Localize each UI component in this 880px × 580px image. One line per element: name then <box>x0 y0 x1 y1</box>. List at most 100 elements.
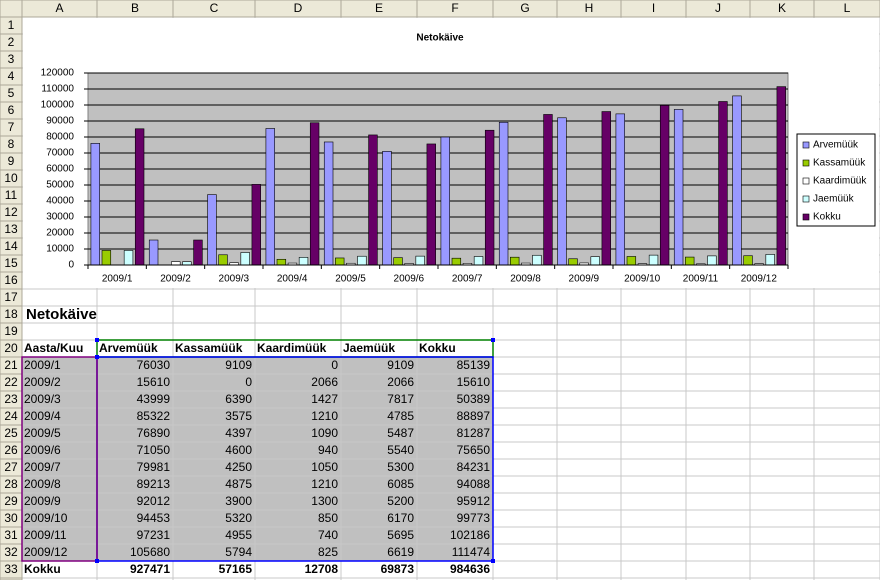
row-header[interactable]: 6 <box>8 103 15 117</box>
header-cell[interactable]: Kassamüük <box>175 341 243 355</box>
number-cell[interactable]: 95912 <box>457 494 491 508</box>
number-cell[interactable]: 105680 <box>130 545 170 559</box>
column-header[interactable]: C <box>210 1 219 15</box>
number-cell[interactable]: 1050 <box>311 460 338 474</box>
number-cell[interactable]: 5794 <box>225 545 252 559</box>
label-cell[interactable]: 2009/1 <box>24 358 61 372</box>
row-header[interactable]: 28 <box>4 477 18 491</box>
number-cell[interactable]: 5540 <box>387 443 414 457</box>
header-cell[interactable]: Jaemüük <box>343 341 395 355</box>
column-header[interactable]: K <box>778 1 786 15</box>
label-cell[interactable]: Kokku <box>24 562 61 576</box>
row-header[interactable]: 29 <box>4 494 18 508</box>
row-header[interactable]: 9 <box>8 154 15 168</box>
column-header[interactable]: B <box>131 1 139 15</box>
row-header[interactable]: 24 <box>4 409 18 423</box>
number-cell[interactable]: 12708 <box>305 562 339 576</box>
row-header[interactable]: 21 <box>4 358 18 372</box>
number-cell[interactable]: 89213 <box>137 477 171 491</box>
number-cell[interactable]: 85139 <box>457 358 491 372</box>
number-cell[interactable]: 0 <box>245 375 252 389</box>
header-cell[interactable]: Aasta/Kuu <box>24 341 83 355</box>
number-cell[interactable]: 6170 <box>387 511 414 525</box>
row-header[interactable]: 15 <box>4 256 18 270</box>
label-cell[interactable]: 2009/2 <box>24 375 61 389</box>
number-cell[interactable]: 3900 <box>225 494 252 508</box>
row-header[interactable]: 31 <box>4 528 18 542</box>
number-cell[interactable]: 2066 <box>311 375 338 389</box>
number-cell[interactable]: 81287 <box>457 426 491 440</box>
number-cell[interactable]: 1090 <box>311 426 338 440</box>
row-header[interactable]: 19 <box>4 324 18 338</box>
row-header[interactable]: 20 <box>4 341 18 355</box>
number-cell[interactable]: 79981 <box>137 460 171 474</box>
number-cell[interactable]: 50389 <box>457 392 491 406</box>
label-cell[interactable]: 2009/8 <box>24 477 61 491</box>
number-cell[interactable]: 5200 <box>387 494 414 508</box>
number-cell[interactable]: 94453 <box>137 511 171 525</box>
number-cell[interactable]: 76030 <box>137 358 171 372</box>
number-cell[interactable]: 94088 <box>457 477 491 491</box>
row-header[interactable]: 11 <box>5 188 18 202</box>
number-cell[interactable]: 76890 <box>137 426 171 440</box>
row-header[interactable]: 17 <box>4 290 18 304</box>
number-cell[interactable]: 88897 <box>457 409 491 423</box>
row-header[interactable]: 13 <box>4 222 18 236</box>
number-cell[interactable]: 6619 <box>387 545 414 559</box>
header-cell[interactable]: Kaardimüük <box>257 341 327 355</box>
row-header[interactable]: 5 <box>8 86 15 100</box>
number-cell[interactable]: 2066 <box>387 375 414 389</box>
number-cell[interactable]: 5320 <box>225 511 252 525</box>
column-header[interactable]: J <box>715 1 721 15</box>
column-header[interactable]: F <box>451 1 458 15</box>
number-cell[interactable]: 4875 <box>225 477 252 491</box>
number-cell[interactable]: 15610 <box>457 375 491 389</box>
number-cell[interactable]: 5487 <box>387 426 414 440</box>
number-cell[interactable]: 84231 <box>457 460 491 474</box>
number-cell[interactable]: 1427 <box>311 392 338 406</box>
row-header[interactable]: 23 <box>4 392 18 406</box>
column-header[interactable]: A <box>55 1 63 15</box>
number-cell[interactable]: 85322 <box>137 409 171 423</box>
number-cell[interactable]: 9109 <box>225 358 252 372</box>
number-cell[interactable]: 99773 <box>457 511 491 525</box>
label-cell[interactable]: 2009/7 <box>24 460 61 474</box>
number-cell[interactable]: 4600 <box>225 443 252 457</box>
number-cell[interactable]: 927471 <box>130 562 170 576</box>
row-header[interactable]: 22 <box>4 375 18 389</box>
number-cell[interactable]: 825 <box>318 545 338 559</box>
number-cell[interactable]: 97231 <box>137 528 171 542</box>
row-header[interactable]: 12 <box>4 205 18 219</box>
row-header[interactable]: 10 <box>4 171 18 185</box>
number-cell[interactable]: 43999 <box>137 392 171 406</box>
row-header[interactable]: 26 <box>4 443 18 457</box>
label-cell[interactable]: 2009/5 <box>24 426 61 440</box>
number-cell[interactable]: 0 <box>331 358 338 372</box>
label-cell[interactable]: 2009/11 <box>24 528 67 542</box>
number-cell[interactable]: 71050 <box>137 443 171 457</box>
number-cell[interactable]: 4250 <box>225 460 252 474</box>
number-cell[interactable]: 940 <box>318 443 338 457</box>
column-header[interactable]: L <box>844 1 851 15</box>
column-header[interactable]: E <box>375 1 383 15</box>
number-cell[interactable]: 5300 <box>387 460 414 474</box>
number-cell[interactable]: 15610 <box>137 375 171 389</box>
row-header[interactable]: 4 <box>8 69 15 83</box>
column-header[interactable]: H <box>585 1 594 15</box>
number-cell[interactable]: 1210 <box>311 409 338 423</box>
label-cell[interactable]: 2009/4 <box>24 409 61 423</box>
number-cell[interactable]: 740 <box>318 528 338 542</box>
number-cell[interactable]: 111474 <box>452 545 491 559</box>
label-cell[interactable]: 2009/3 <box>24 392 61 406</box>
label-cell[interactable]: 2009/9 <box>24 494 61 508</box>
number-cell[interactable]: 1210 <box>311 477 338 491</box>
number-cell[interactable]: 1300 <box>311 494 338 508</box>
row-header[interactable]: 32 <box>4 545 18 559</box>
number-cell[interactable]: 984636 <box>450 562 490 576</box>
number-cell[interactable]: 4397 <box>225 426 252 440</box>
number-cell[interactable]: 69873 <box>381 562 415 576</box>
number-cell[interactable]: 850 <box>318 511 338 525</box>
row-header[interactable]: 16 <box>4 273 18 287</box>
row-header[interactable]: 33 <box>4 562 18 576</box>
row-header[interactable]: 30 <box>4 511 18 525</box>
